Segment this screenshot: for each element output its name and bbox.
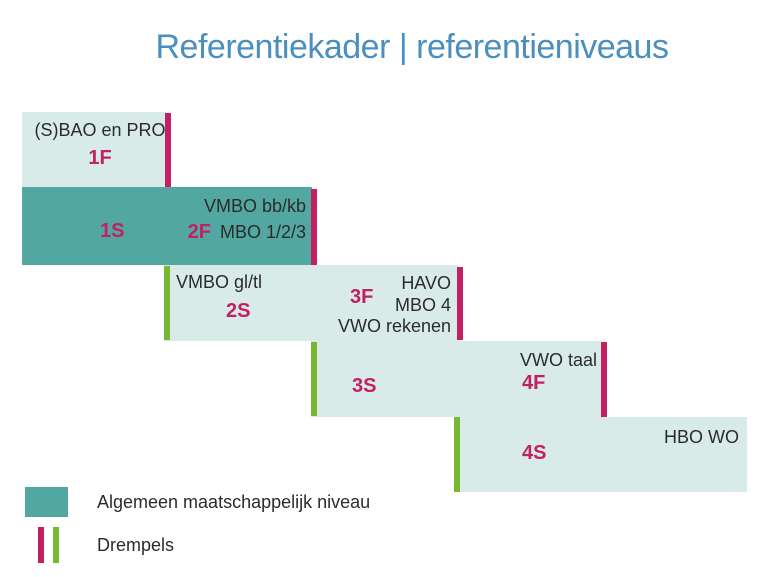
school-label-vmbo-gltl: VMBO gl/tl	[176, 272, 263, 292]
legend-niveau-label: Algemeen maatschappelijk niveau	[97, 492, 371, 512]
legend-drempel-pink-bar	[38, 527, 44, 563]
level-label-1s: 1S	[100, 220, 125, 242]
level-school-line: 2F MBO 1/2/3	[188, 221, 306, 244]
school-label-vwo-rekenen: VWO rekenen	[337, 316, 451, 337]
drempel-bar-2f	[311, 189, 317, 265]
level-label-1f: 1F	[88, 146, 112, 169]
school-label-hbo-wo: HBO WO	[664, 427, 739, 447]
drempel-bar-4f	[601, 342, 607, 417]
school-group-havo-mbo4-vwo: HAVO MBO 4 VWO rekenen	[338, 273, 451, 338]
drempel-bar-3f	[457, 267, 463, 340]
page-title: Referentiekader | referentieniveaus	[155, 28, 669, 66]
school-label-sbao: (S)BAO en PRO	[34, 120, 166, 140]
school-label-vwo-taal: VWO taal	[519, 350, 597, 370]
level-block-2s-3f: VMBO gl/tl 2S 3F HAVO MBO 4 VWO rekenen	[164, 265, 458, 341]
legend-teal-swatch	[25, 487, 68, 517]
level-label-3f: 3F	[350, 286, 374, 308]
school-label-mbo4: MBO 4	[394, 294, 451, 315]
level-label-3s: 3S	[352, 375, 377, 397]
level-label-2s: 2S	[226, 300, 251, 322]
school-label-mbo123: MBO 1/2/3	[219, 221, 306, 242]
level-block-1f: (S)BAO en PRO 1F	[22, 112, 166, 187]
level-block-4s: 4S HBO WO	[454, 417, 747, 492]
legend-drempels-label: Drempels	[97, 535, 175, 555]
legend-drempel-green-bar	[53, 527, 59, 563]
drempel-bar-1f	[165, 113, 171, 187]
school-label-havo: HAVO	[401, 273, 451, 293]
level-block-1s-2f: 1S VMBO bb/kb 2F MBO 1/2/3	[22, 187, 312, 265]
level-label-4f: 4F	[522, 372, 546, 394]
school-label-vmbo-bbkb: VMBO bb/kb	[203, 196, 306, 216]
level-block-3s-4f: 3S VWO taal 4F	[311, 341, 602, 417]
start-bar-2s	[164, 266, 170, 340]
level-label-4s: 4S	[522, 442, 547, 464]
level-label-2f: 2F	[187, 220, 211, 243]
school-group-vmbo-mbo: VMBO bb/kb 2F MBO 1/2/3	[188, 196, 306, 243]
start-bar-3s	[311, 342, 317, 416]
start-bar-4s	[454, 417, 460, 492]
